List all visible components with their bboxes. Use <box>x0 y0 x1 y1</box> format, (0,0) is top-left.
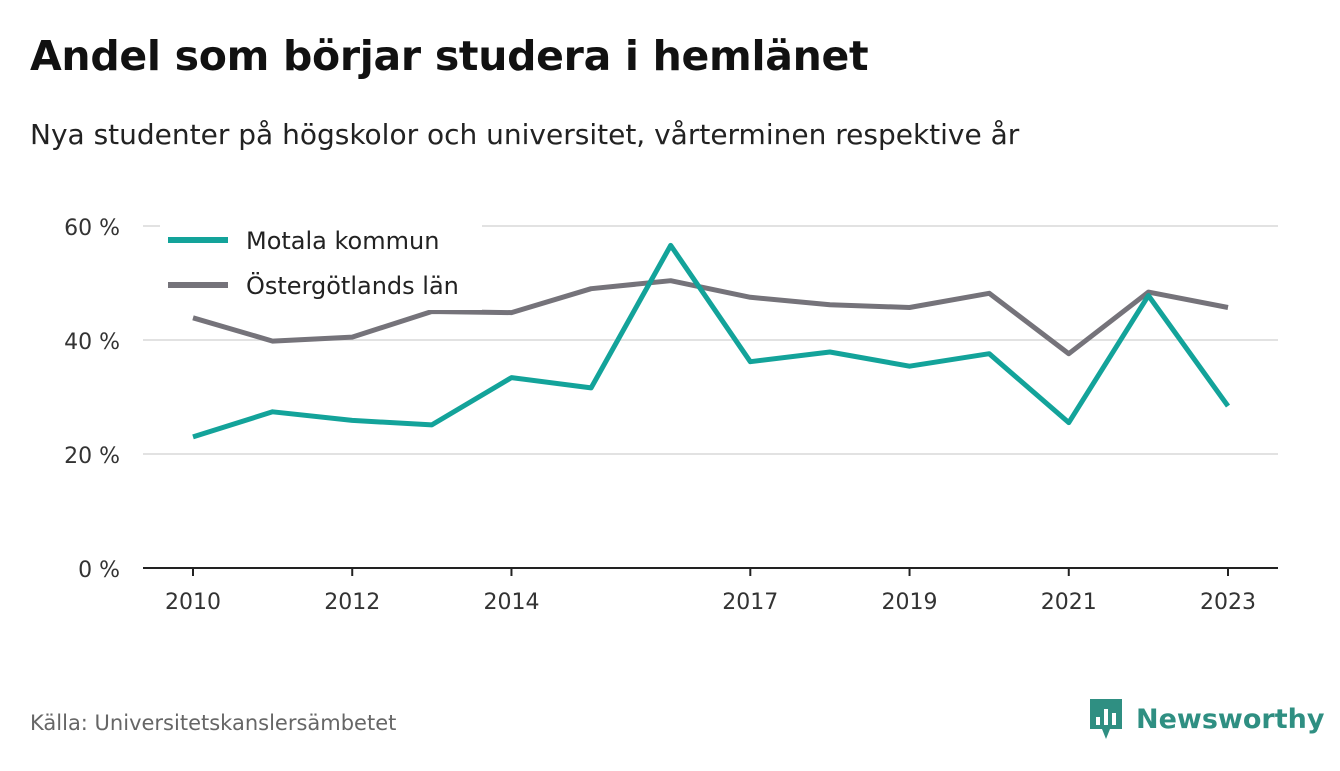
source-note: Källa: Universitetskanslersämbetet <box>30 711 397 735</box>
legend-background <box>160 216 482 310</box>
y-tick-label: 60 % <box>64 216 120 241</box>
newsworthy-logo-icon <box>1090 699 1122 739</box>
x-tick-label: 2021 <box>1041 590 1097 615</box>
x-tick-label: 2019 <box>882 590 938 615</box>
x-tick-label: 2023 <box>1200 590 1256 615</box>
x-tick-label: 2012 <box>324 590 380 615</box>
series-line <box>192 242 1231 440</box>
x-tick-label: 2017 <box>722 590 778 615</box>
y-tick-label: 20 % <box>64 444 120 469</box>
chart-subtitle: Nya studenter på högskolor och universit… <box>30 118 1020 151</box>
y-axis-tick-labels: 0 % 20 % 40 % 60 % <box>64 216 120 583</box>
series-lines <box>192 242 1231 440</box>
brand-logo: Newsworthy <box>1088 697 1324 741</box>
series-line <box>192 278 1229 357</box>
y-tick-label: 0 % <box>78 558 120 583</box>
chart-title: Andel som börjar studera i hemlänet <box>30 32 869 80</box>
x-axis: 2010 2012 2014 2017 2019 2021 2023 <box>143 567 1278 615</box>
legend-label: Östergötlands län <box>246 271 459 300</box>
y-tick-label: 40 % <box>64 330 120 355</box>
x-tick-label: 2010 <box>165 590 221 615</box>
brand-name: Newsworthy <box>1136 703 1325 735</box>
legend: Motala kommun Östergötlands län <box>160 216 482 310</box>
legend-label: Motala kommun <box>246 227 439 255</box>
x-tick-label: 2014 <box>483 590 539 615</box>
